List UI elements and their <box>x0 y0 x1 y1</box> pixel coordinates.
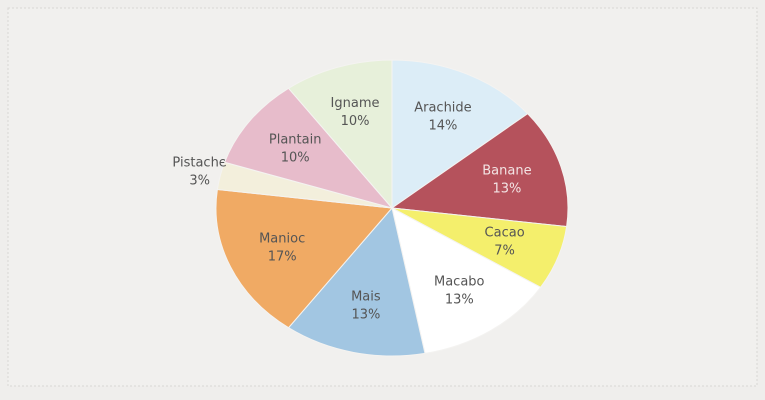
pie-slice <box>287 59 393 210</box>
slice-value-label: 10% <box>341 114 370 129</box>
slice-label: Manioc <box>259 231 305 246</box>
slice-label: Arachide <box>414 100 471 115</box>
slice-value-label: 3% <box>189 173 210 188</box>
pie-slice <box>390 113 569 228</box>
slice-label: Banane <box>482 163 531 178</box>
slice-value-label: 7% <box>494 244 515 259</box>
slice-label: Mais <box>351 290 381 305</box>
pie-slice <box>391 207 542 354</box>
slice-label: Cacao <box>485 226 525 241</box>
slice-value-label: 10% <box>281 150 310 165</box>
slice-label: Macabo <box>434 275 485 290</box>
slice-value-label: 17% <box>268 249 297 264</box>
slice-value-label: 13% <box>351 308 380 323</box>
pie-slice <box>223 87 394 209</box>
slice-value-label: 13% <box>492 181 521 196</box>
slice-label: Igname <box>331 96 380 111</box>
slice-label: Plantain <box>269 132 322 147</box>
pie-slice <box>287 206 426 357</box>
slice-label: Pistache <box>172 155 226 170</box>
pie-slice <box>391 59 529 209</box>
pie-slice <box>215 188 394 329</box>
slice-value-label: 13% <box>445 293 474 308</box>
slice-value-label: 14% <box>429 118 458 133</box>
